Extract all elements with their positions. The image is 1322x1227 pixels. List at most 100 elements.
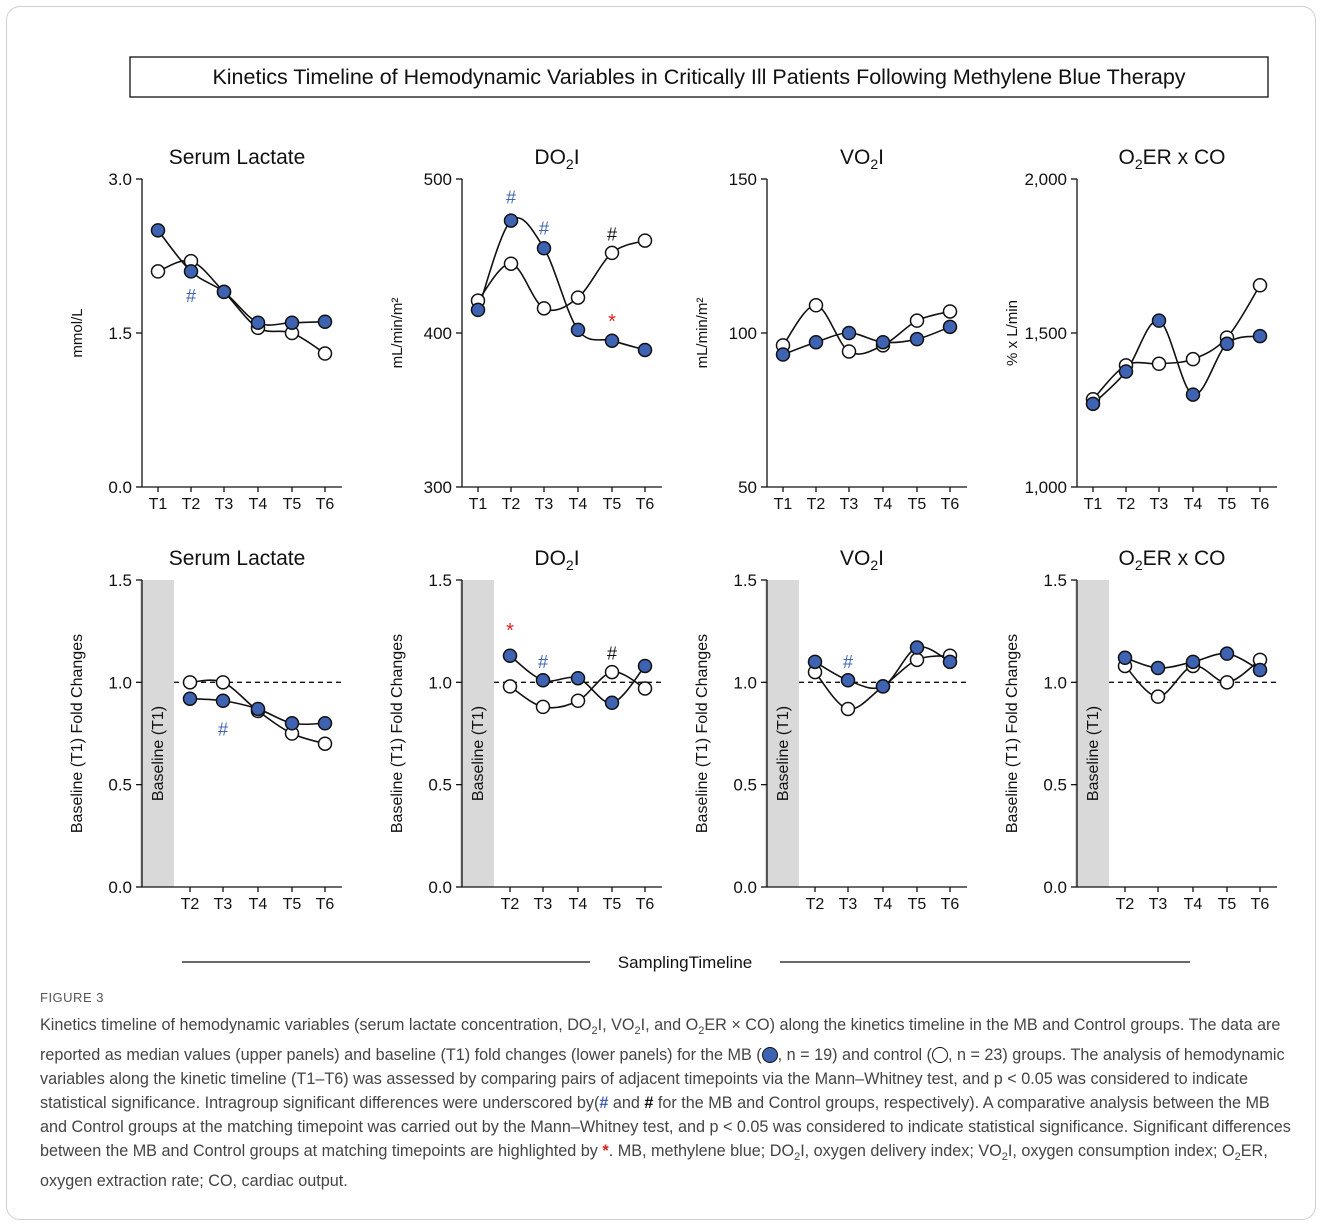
intragroup-annotation: # — [607, 224, 617, 244]
mb-data-point — [840, 673, 856, 688]
control-data-point — [215, 675, 231, 690]
panel-8: O2ER x CO Baseline (T1) 0.0 0.5 1.0 1.5 Baseli… — [1004, 547, 1279, 913]
panel-2: DO2I 300 400 500 mL/min/m² T1 T2 T3 T4 T5 T6 # # # * — [389, 146, 662, 513]
x-tick-label: T4 — [249, 496, 268, 513]
y-axis-label: Baseline (T1) Fold Changes — [69, 634, 86, 833]
mb-data-point — [570, 322, 586, 338]
panel-title: DO2I — [534, 146, 579, 172]
x-tick-label: T2 — [501, 896, 520, 913]
control-data-point — [1219, 675, 1235, 690]
y-axis-label: Baseline (T1) Fold Changes — [389, 634, 406, 833]
mb-data-point — [1151, 313, 1167, 328]
control-data-point — [502, 679, 518, 694]
caption-sub: 2 — [634, 1025, 641, 1038]
control-data-point — [840, 701, 856, 717]
mb-data-point — [215, 693, 231, 709]
control-data-point — [637, 233, 653, 248]
x-tick-label: T5 — [908, 496, 927, 513]
x-tick-label: T3 — [214, 896, 233, 913]
mb-data-point — [284, 315, 300, 330]
y-axis-label: Baseline (T1) Fold Changes — [1004, 634, 1021, 833]
x-tick-label: T5 — [1218, 496, 1237, 513]
x-tick-label: T6 — [316, 896, 335, 913]
x-tick-label: T3 — [839, 896, 858, 913]
panel-title: DO2I — [534, 547, 579, 573]
panel-title: O2ER x CO — [1119, 146, 1226, 172]
control-data-point — [535, 699, 551, 715]
panel-title: VO2I — [840, 547, 884, 573]
caption-part: I, oxygen consumption index; O — [1007, 1142, 1235, 1161]
x-tick-label: T4 — [569, 496, 588, 513]
panel-title: Serum Lactate — [169, 146, 306, 169]
control-series-line — [157, 259, 326, 355]
intragroup-annotation: # — [506, 187, 516, 207]
mb-data-point — [807, 654, 823, 670]
mb-series-line — [157, 229, 326, 326]
x-tick-label: T3 — [1149, 896, 1168, 913]
caption-part: ER × CO) along the kinetics timeline in … — [40, 1016, 1281, 1065]
x-tick-label: T3 — [534, 896, 553, 913]
mb-data-point — [1085, 396, 1101, 412]
y-tick-label: 0.5 — [1043, 776, 1067, 795]
y-tick-label: 1,000 — [1024, 478, 1067, 497]
x-tick-label: T6 — [941, 496, 960, 513]
control-data-point — [1185, 351, 1201, 367]
caption-part: . MB, methylene blue; DO — [608, 1142, 795, 1161]
mb-data-point — [250, 701, 266, 717]
caption-part: I, oxygen delivery index; VO — [800, 1142, 1002, 1161]
x-tick-label: T3 — [215, 496, 234, 513]
baseline-label: Baseline (T1) — [470, 706, 487, 801]
control-data-point — [317, 346, 333, 361]
mb-data-point — [150, 223, 166, 238]
x-tick-label: T4 — [1184, 496, 1203, 513]
control-series-line — [477, 239, 646, 312]
y-tick-label: 150 — [729, 170, 757, 189]
control-marker-icon — [931, 1047, 948, 1064]
caption-part: for the MB and Control groups, respectiv… — [40, 1094, 1291, 1161]
x-tick-label: T4 — [874, 496, 893, 513]
caption-sub: 2 — [591, 1025, 598, 1038]
x-tick-label: T5 — [908, 896, 927, 913]
mb-data-point — [875, 334, 891, 350]
mb-data-point — [470, 302, 486, 318]
between-sig-symbol: * — [602, 1142, 609, 1161]
mb-data-point — [216, 284, 232, 300]
caption-sub: 2 — [1234, 1151, 1241, 1164]
figure-canvas: Kinetics Timeline of Hemodynamic Variabl… — [69, 56, 1279, 972]
intragroup-annotation: # — [843, 652, 853, 672]
x-tick-label: T6 — [636, 496, 655, 513]
panel-6: DO2I Baseline (T1) 0.0 0.5 1.0 1.5 Baseline (T… — [389, 547, 664, 913]
x-tick-label: T2 — [807, 496, 826, 513]
mb-data-point — [637, 342, 653, 358]
x-tick-label: T1 — [149, 496, 168, 513]
mb-data-point — [503, 213, 519, 228]
control-series-line — [782, 304, 951, 355]
control-data-point — [604, 245, 620, 261]
caption-part: I, VO — [597, 1016, 635, 1034]
panel-4: O2ER x CO 1,000 1,500 2,000 % x L/min T1 T2 T3 T… — [1004, 146, 1277, 513]
mb-data-point — [317, 716, 333, 731]
mb-data-point — [775, 347, 791, 362]
y-tick-label: 1.5 — [733, 571, 757, 590]
caption-part: and — [608, 1094, 645, 1113]
y-axis-label: mL/min/m² — [694, 298, 711, 369]
x-tick-label: T2 — [182, 496, 201, 513]
baseline-label: Baseline (T1) — [150, 706, 167, 801]
mb-data-point — [182, 691, 198, 706]
mb-series-line — [477, 217, 646, 351]
x-tick-label: T1 — [1084, 496, 1103, 513]
panel-3: VO2I 50 100 150 mL/min/m² T1 T2 T3 T4 T5 T6 — [694, 146, 967, 513]
x-tick-label: T1 — [469, 496, 488, 513]
control-data-point — [604, 664, 620, 680]
mb-data-point — [1150, 660, 1166, 676]
mb-data-point — [1219, 646, 1235, 661]
caption-label: FIGURE 3 — [40, 990, 104, 1005]
y-tick-label: 0.5 — [428, 776, 452, 795]
control-sig-symbol: # — [644, 1094, 654, 1113]
baseline-band — [140, 580, 174, 887]
panel-5: Serum Lactate Baseline (T1) 0.0 0.5 1.0 1.5 Ba… — [69, 547, 344, 913]
intragroup-annotation: # — [538, 652, 548, 672]
mb-data-point — [317, 314, 333, 329]
caption-part: , n = 23) groups. The analysis of hemody… — [40, 1046, 1285, 1113]
y-axis-label: Baseline (T1) Fold Changes — [694, 634, 711, 833]
